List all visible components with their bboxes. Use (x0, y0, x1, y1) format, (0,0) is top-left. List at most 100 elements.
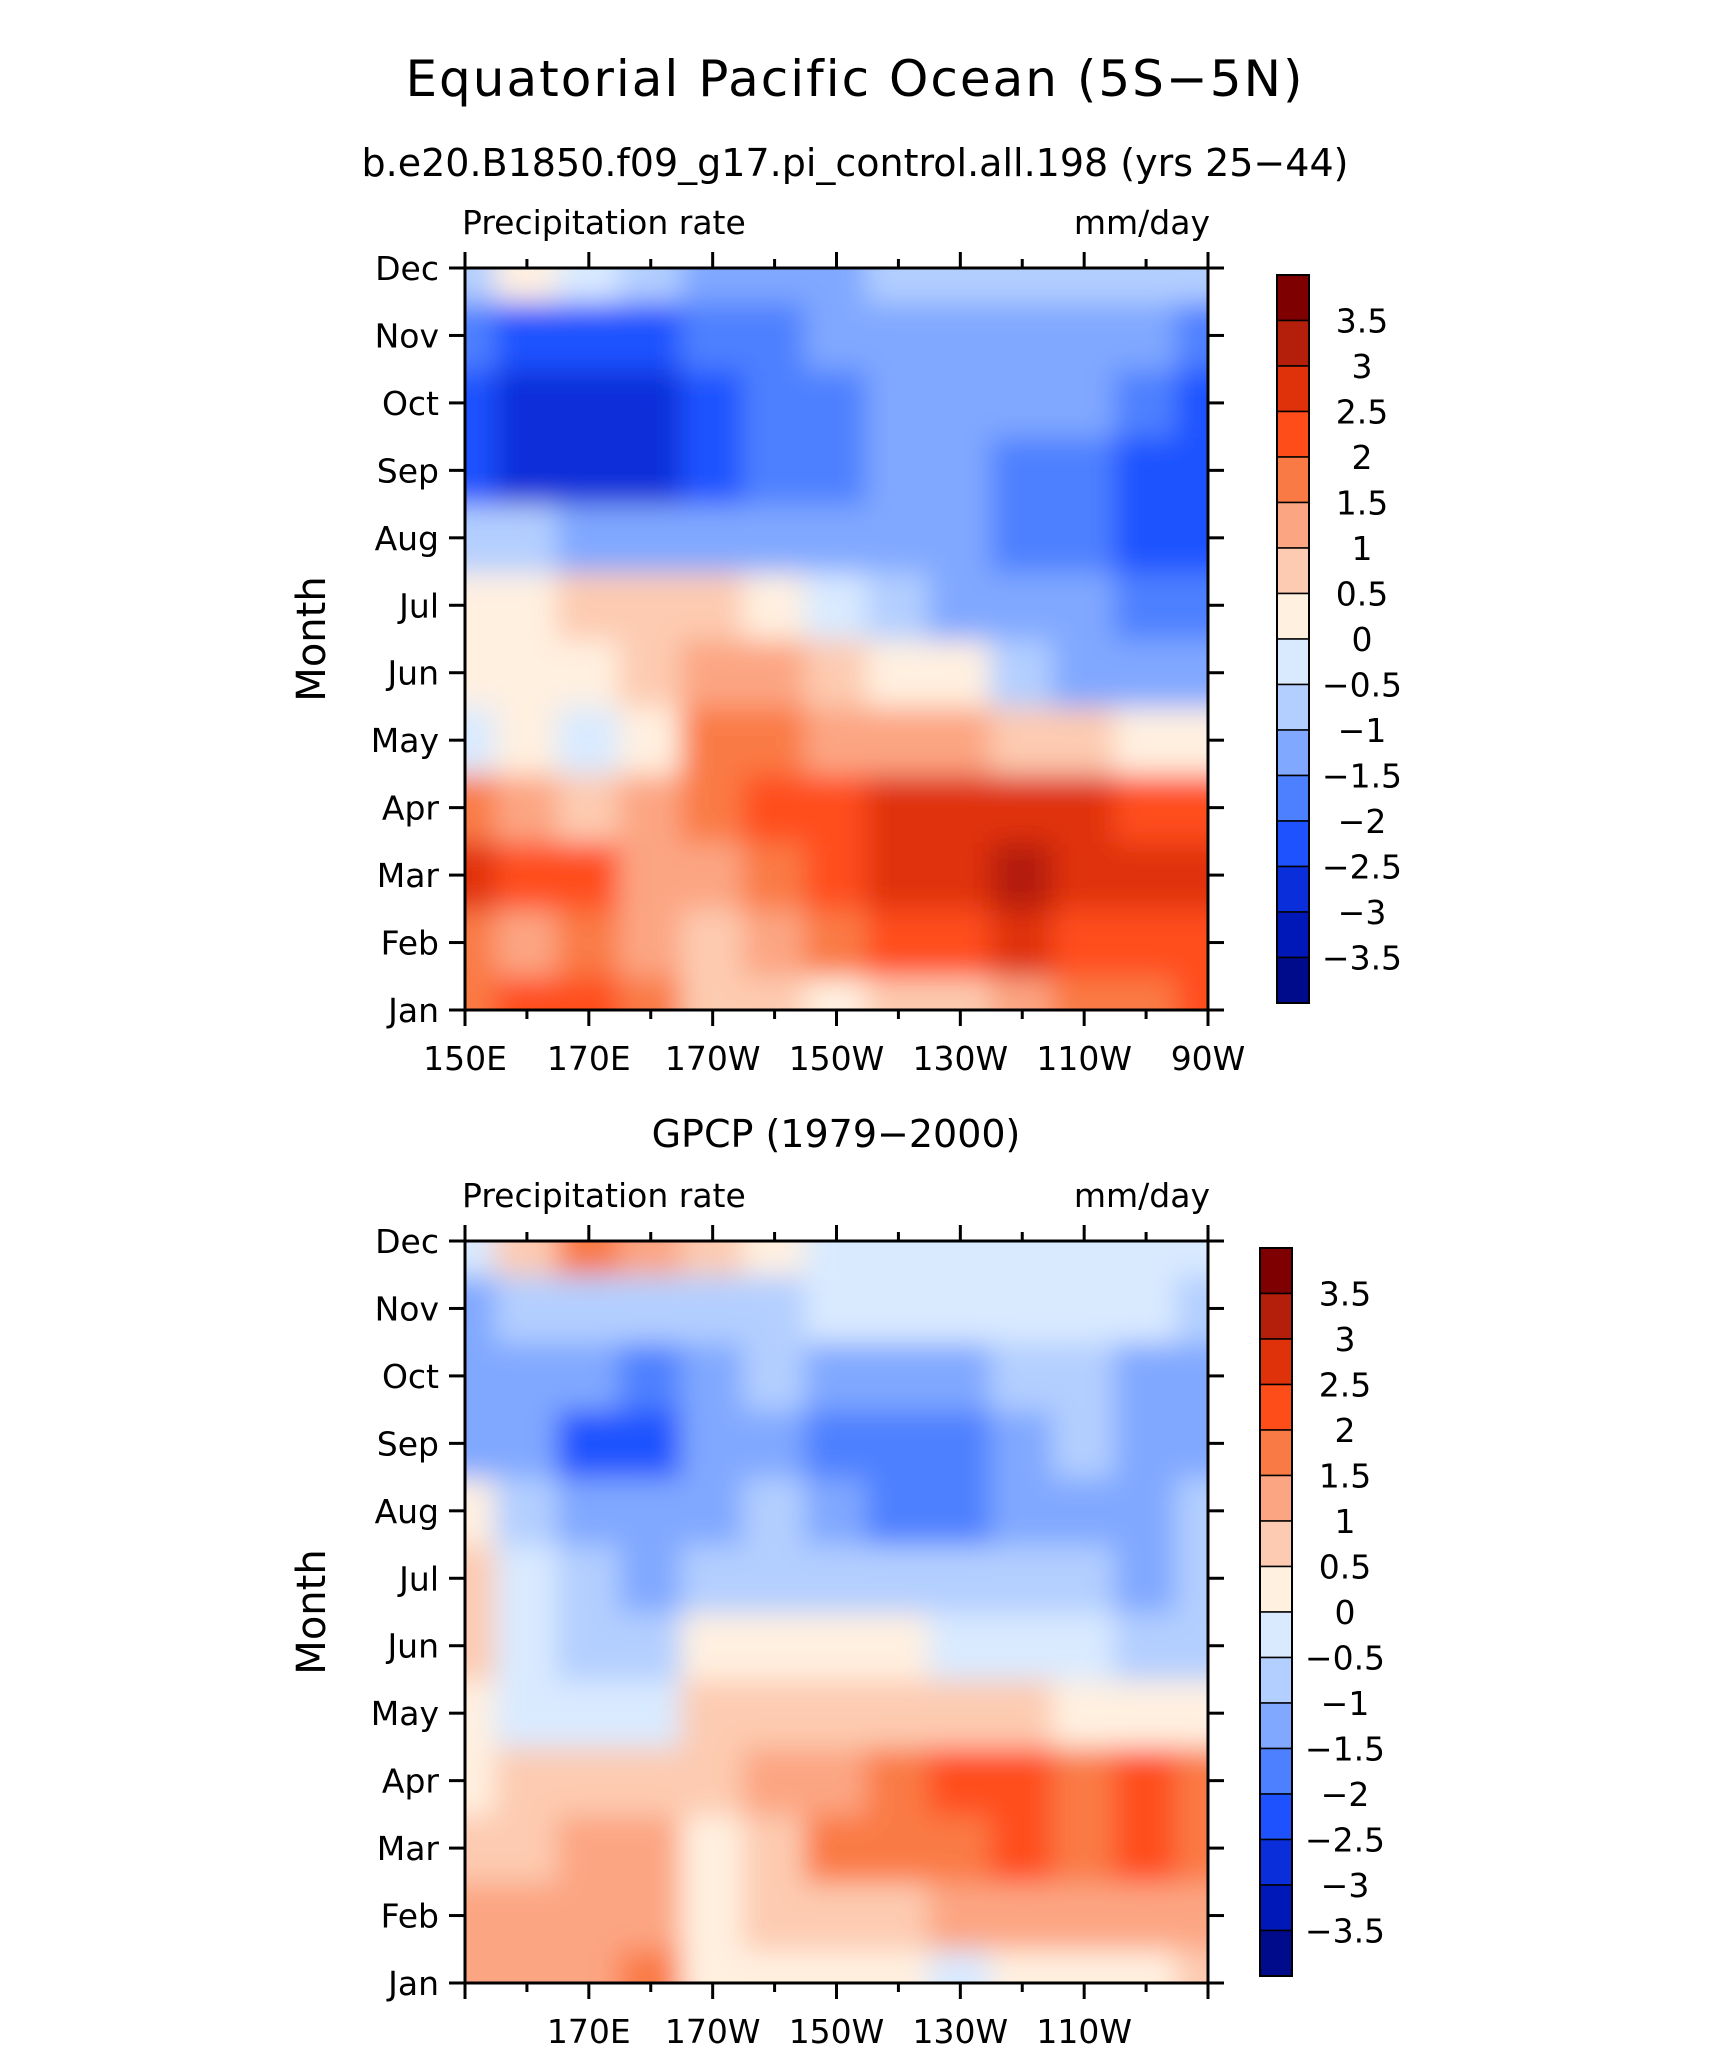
heatmap-cell (465, 1476, 497, 1546)
colorbar-label: −3.5 (1322, 939, 1402, 978)
heatmap-cell (804, 1408, 869, 1479)
heatmap-cell (742, 503, 807, 573)
heatmap-cell (1176, 503, 1208, 573)
heatmap-cell (866, 503, 931, 573)
heatmap-cell (494, 1408, 559, 1479)
heatmap-cell (494, 368, 559, 438)
heatmap-cell (1052, 570, 1117, 640)
heatmap-cell (804, 1611, 869, 1681)
heatmap-cell (742, 1543, 807, 1613)
heatmap-cell (494, 975, 559, 1010)
heatmap-cell (465, 435, 497, 506)
heatmap-cell (1114, 1408, 1179, 1479)
y-tick-label: Oct (382, 1357, 439, 1396)
colorbar-swatch (1276, 365, 1310, 413)
heatmap-cell (1052, 1948, 1117, 1983)
heatmap-cell (928, 638, 993, 708)
heatmap-cell (1176, 1813, 1208, 1883)
heatmap-cell (618, 772, 683, 843)
colorbar-swatch (1259, 1474, 1293, 1522)
colorbar-swatch (1276, 456, 1310, 504)
heatmap-cell (928, 1476, 993, 1546)
heatmap-cell (494, 1948, 559, 1983)
colorbar-swatch (1259, 1611, 1293, 1659)
y-tick-label: Jan (386, 1964, 439, 2003)
heatmap-cell (494, 435, 559, 506)
heatmap-cell (1052, 1611, 1117, 1681)
colorbar-label: −1 (1338, 711, 1387, 750)
heatmap-cell (804, 1341, 869, 1411)
heatmap-cell (928, 1273, 993, 1344)
heatmap-cell (1114, 1611, 1179, 1681)
heatmap-cell (465, 1341, 497, 1411)
heatmap-cell (1052, 638, 1117, 708)
heatmap-cell (866, 1543, 931, 1613)
heatmap-cell (742, 840, 807, 910)
heatmap-cell (1052, 300, 1117, 371)
colorbar-label: −2 (1338, 802, 1387, 841)
heatmap-cell (1176, 1880, 1208, 1951)
heatmap-cell (928, 570, 993, 640)
colorbar-swatch (1276, 911, 1310, 959)
colorbar-swatch (1276, 865, 1310, 913)
heatmap-cell (1114, 570, 1179, 640)
heatmap-cell (1052, 503, 1117, 573)
heatmap-cell (1114, 1543, 1179, 1613)
colorbar-swatch (1276, 274, 1310, 322)
panel-top-units: mm/day (1074, 203, 1210, 242)
heatmap-cell (1114, 840, 1179, 910)
heatmap-cell (556, 570, 621, 640)
heatmap-cell (742, 1880, 807, 1951)
x-tick-label: 90W (1171, 1039, 1246, 1078)
heatmap-cell (928, 368, 993, 438)
colorbar-swatch (1259, 1565, 1293, 1613)
colorbar-label: −1.5 (1305, 1730, 1385, 1769)
heatmap-cell (804, 1948, 869, 1983)
heatmap-cell (990, 368, 1055, 438)
heatmap-cell (1052, 435, 1117, 506)
heatmap-cell (928, 907, 993, 978)
heatmap-cell (866, 435, 931, 506)
colorbar-label: −1 (1321, 1684, 1370, 1723)
heatmap-cell (742, 1476, 807, 1546)
colorbar-label: 1.5 (1336, 484, 1388, 523)
heatmap-cell (1176, 1543, 1208, 1613)
heatmap-cell (680, 1611, 745, 1681)
heatmap-cell (1052, 772, 1117, 843)
heatmap-cell (866, 570, 931, 640)
heatmap-cell (680, 1813, 745, 1883)
heatmap-cell (465, 1813, 497, 1883)
heatmap-cell (866, 300, 931, 371)
colorbar-label: 3 (1335, 1320, 1356, 1359)
heatmap-cell (680, 1341, 745, 1411)
heatmap-cell (990, 840, 1055, 910)
heatmap-cell (866, 840, 931, 910)
heatmap-cell (556, 1611, 621, 1681)
heatmap-cell (556, 268, 621, 303)
heatmap-cell (990, 1341, 1055, 1411)
y-tick-label: May (371, 721, 439, 760)
heatmap-cell (804, 503, 869, 573)
heatmap-cell (1176, 435, 1208, 506)
heatmap-cell (465, 570, 497, 640)
heatmap-cell (1176, 268, 1208, 303)
heatmap-cell (1176, 300, 1208, 371)
panel-bottom-heatmap (465, 1241, 1208, 1983)
heatmap-cell (742, 368, 807, 438)
heatmap-cell (465, 1745, 497, 1816)
heatmap-cell (1176, 1948, 1208, 1983)
heatmap-cell (804, 638, 869, 708)
heatmap-cell (680, 1543, 745, 1613)
heatmap-cell (1176, 638, 1208, 708)
heatmap-cell (618, 570, 683, 640)
heatmap-cell (618, 975, 683, 1010)
heatmap-cell (494, 570, 559, 640)
y-tick-label: Oct (382, 384, 439, 423)
heatmap-cell (618, 638, 683, 708)
heatmap-cell (804, 1241, 869, 1276)
heatmap-cell (742, 435, 807, 506)
heatmap-cell (928, 1543, 993, 1613)
heatmap-cell (1114, 268, 1179, 303)
heatmap-cell (990, 503, 1055, 573)
heatmap-cell (556, 1341, 621, 1411)
